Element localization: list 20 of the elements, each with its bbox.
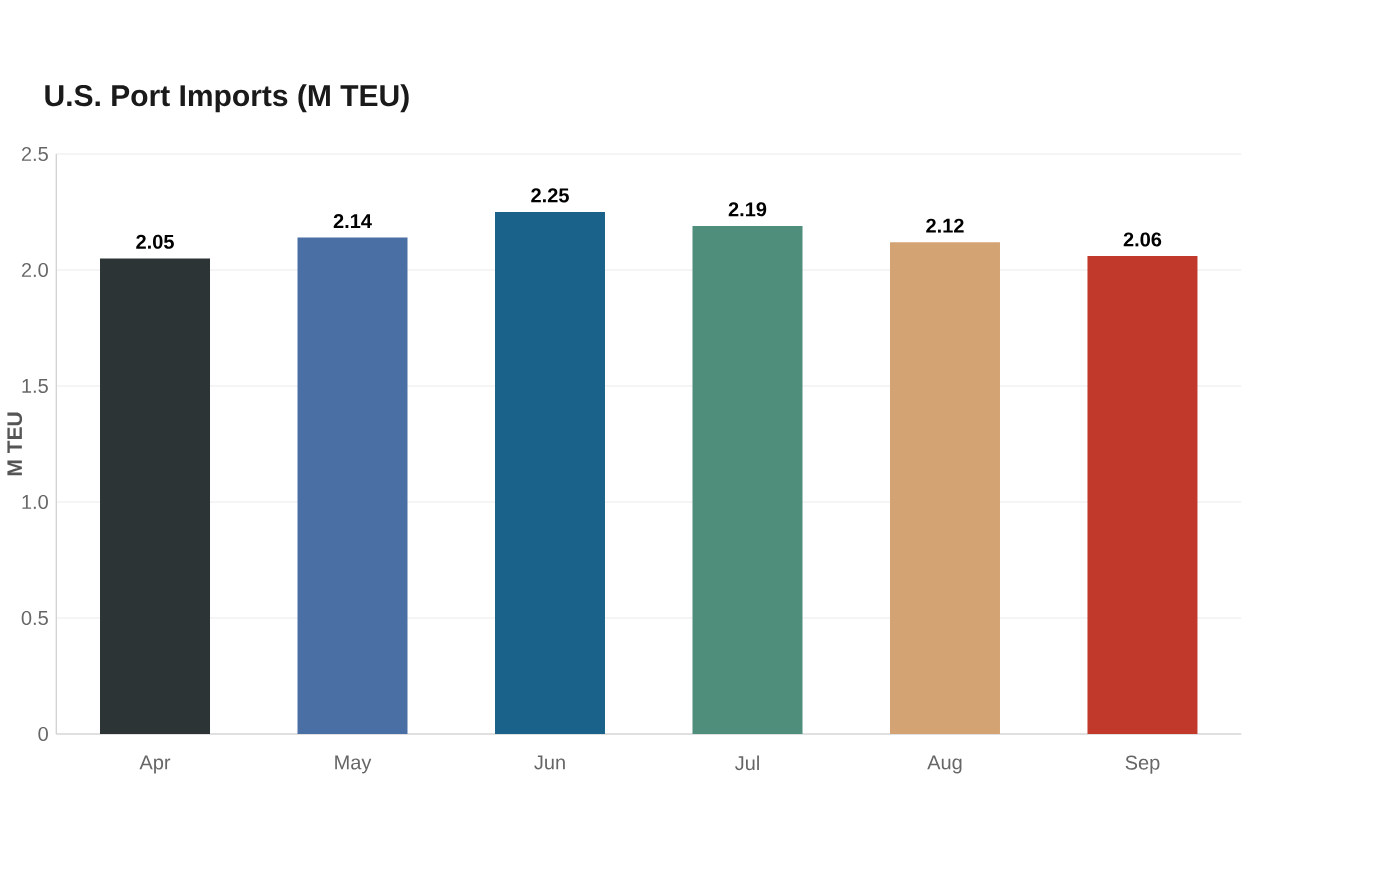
y-tick-label: 1.5: [22, 379, 48, 393]
y-tick-label: 2.5: [21, 146, 48, 162]
x-tick-label: Aug: [927, 755, 962, 774]
y-tick-label: 2.0: [21, 262, 48, 278]
x-tick-label: Jun: [534, 755, 565, 770]
y-axis-title: M TEU: [7, 412, 23, 476]
x-tick-label: Apr: [139, 755, 171, 774]
data-label: 2.06: [1123, 232, 1162, 247]
data-label: 2.05: [136, 234, 174, 249]
y-tick-label: 1.0: [22, 494, 48, 510]
x-tick-label: May: [335, 755, 372, 774]
y-tick-label: 0.5: [21, 610, 48, 626]
chart-title: U.S. Port Imports (M TEU): [45, 84, 409, 113]
data-label: 2.14: [333, 214, 372, 228]
x-tick-label: Sep: [1125, 755, 1160, 774]
data-label: 2.12: [926, 218, 964, 233]
x-tick-label: Jul: [735, 755, 759, 771]
y-tick-label: 0: [38, 726, 48, 742]
data-label: 2.25: [531, 188, 569, 203]
data-label: 2.19: [728, 202, 767, 217]
